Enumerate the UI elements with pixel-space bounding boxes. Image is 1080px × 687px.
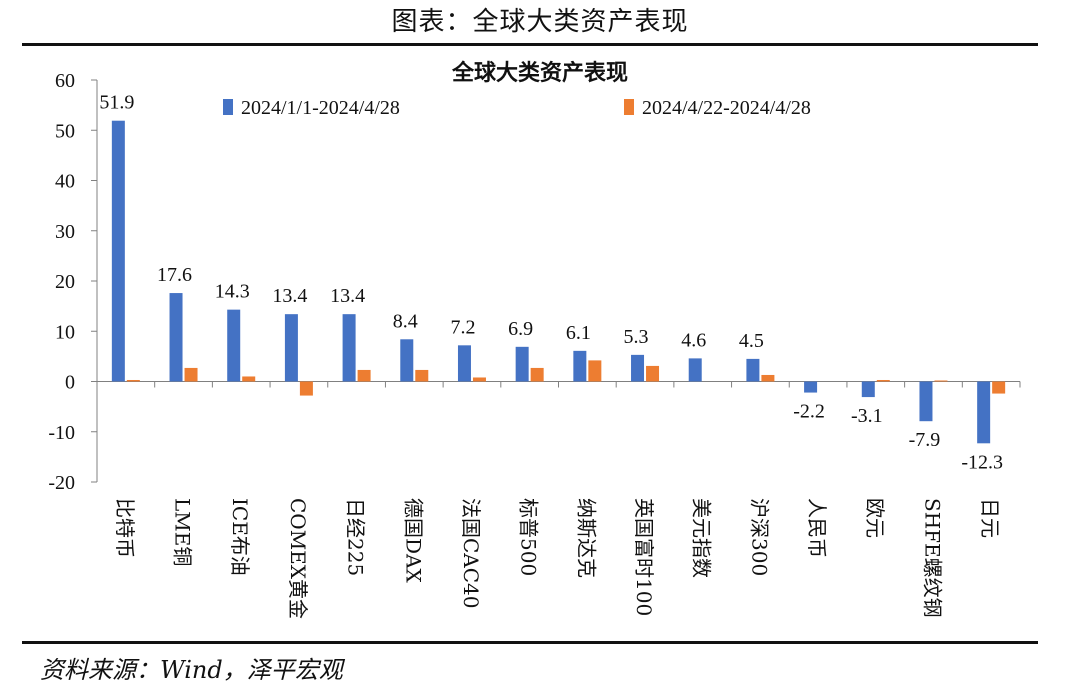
bar-series2 — [299, 381, 313, 396]
category-label: 沪深300 — [747, 498, 771, 576]
category-label: ICE布油 — [228, 498, 252, 576]
bar-series1 — [227, 309, 241, 382]
category-label: 日经225 — [344, 498, 368, 576]
bar-series1 — [804, 381, 818, 393]
bar-series1 — [919, 381, 933, 422]
bottom-rule — [22, 641, 1038, 644]
y-tick-label: 50 — [55, 120, 75, 142]
category-label: 标普500 — [517, 498, 541, 576]
y-tick-label: 20 — [55, 271, 75, 293]
data-label: 4.6 — [681, 329, 706, 351]
page-title: 图表：全球大类资产表现 — [391, 7, 689, 37]
data-label: 5.3 — [624, 326, 649, 348]
bar-series2 — [357, 369, 371, 382]
bar-series2 — [184, 367, 198, 382]
data-label: 4.5 — [739, 330, 764, 352]
bar-series2 — [242, 376, 256, 382]
legend-label: 2024/1/1-2024/4/28 — [241, 97, 400, 119]
bar-series2 — [415, 369, 429, 382]
bar-series1 — [631, 354, 645, 382]
chart-title: 全球大类资产表现 — [451, 60, 628, 86]
category-label: 人民币 — [805, 498, 829, 558]
y-tick-label: -10 — [48, 422, 75, 444]
bar-series1 — [861, 381, 875, 398]
data-label: 6.9 — [508, 318, 533, 340]
category-label: 法国CAC40 — [459, 498, 483, 609]
bar-series1 — [746, 358, 760, 382]
bar-series1 — [342, 314, 356, 382]
bar-series1 — [169, 293, 183, 382]
category-label: SHFE螺纹钢 — [920, 498, 944, 618]
bar-series2 — [126, 379, 140, 382]
bar-series1 — [573, 350, 587, 382]
bar-series2 — [992, 381, 1006, 394]
bar-series1 — [688, 358, 702, 382]
bar-series2 — [876, 379, 890, 382]
legend-swatch — [624, 99, 634, 115]
top-rule — [22, 43, 1038, 46]
bar-series1 — [284, 314, 298, 382]
bar-series2 — [588, 360, 602, 382]
source-note: 资料来源：Wind，泽平宏观 — [40, 656, 343, 684]
category-label: LME铜 — [171, 498, 195, 566]
data-label: 51.9 — [99, 92, 134, 114]
y-tick-label: 30 — [55, 221, 75, 243]
bars — [111, 120, 1006, 444]
category-label: 欧元 — [863, 498, 887, 538]
bar-series2 — [472, 377, 486, 382]
y-tick-label: -20 — [48, 472, 75, 494]
category-label: 美元指数 — [690, 498, 714, 578]
bar-series2 — [761, 374, 775, 382]
bar-series2 — [934, 380, 948, 382]
category-label: 英国富时100 — [632, 498, 656, 616]
data-label: -3.1 — [851, 405, 883, 427]
category-label: 日元 — [978, 498, 1002, 538]
y-tick-label: 10 — [55, 321, 75, 343]
chart: 全球大类资产表现 2024/1/1-2024/4/28 2024/4/22-202… — [48, 60, 1021, 619]
data-label: 17.6 — [157, 264, 192, 286]
axes: 60 50 40 30 20 10 0 -10 -20 — [48, 70, 1021, 494]
bar-series1 — [977, 381, 991, 444]
data-label: -2.2 — [793, 401, 825, 423]
data-labels: 51.9 17.6 14.3 13.4 13.4 8.4 7.2 6.9 6.1 5.3 4.6 4.… — [99, 92, 1003, 474]
data-label: -7.9 — [909, 429, 941, 451]
bar-series1 — [111, 120, 125, 382]
data-label: -12.3 — [961, 451, 1003, 473]
bar-series1 — [457, 345, 471, 382]
y-tick-label: 0 — [65, 372, 75, 394]
y-tick-label: 40 — [55, 171, 75, 193]
bar-series2 — [646, 365, 660, 382]
legend-swatch — [223, 99, 233, 115]
category-label: 德国DAX — [401, 498, 425, 583]
data-label: 14.3 — [215, 281, 250, 303]
data-label: 6.1 — [566, 322, 591, 344]
category-label: 比特币 — [113, 498, 137, 558]
bar-series1 — [400, 339, 414, 382]
bar-series1 — [515, 346, 529, 382]
category-label: 纳斯达克 — [574, 498, 598, 578]
data-label: 13.4 — [272, 285, 307, 307]
category-labels: 比特币 LME铜 ICE布油 COMEX黄金 日经225 德国DAX 法国CAC40 标普50… — [113, 498, 1002, 619]
legend-label: 2024/4/22-2024/4/28 — [642, 97, 811, 119]
y-tick-label: 60 — [55, 70, 75, 92]
bar-series2 — [530, 367, 544, 382]
data-label: 8.4 — [393, 310, 418, 332]
legend: 2024/1/1-2024/4/28 2024/4/22-2024/4/28 — [223, 97, 811, 119]
category-label: COMEX黄金 — [286, 498, 310, 619]
data-label: 13.4 — [330, 285, 365, 307]
data-label: 7.2 — [450, 316, 475, 338]
